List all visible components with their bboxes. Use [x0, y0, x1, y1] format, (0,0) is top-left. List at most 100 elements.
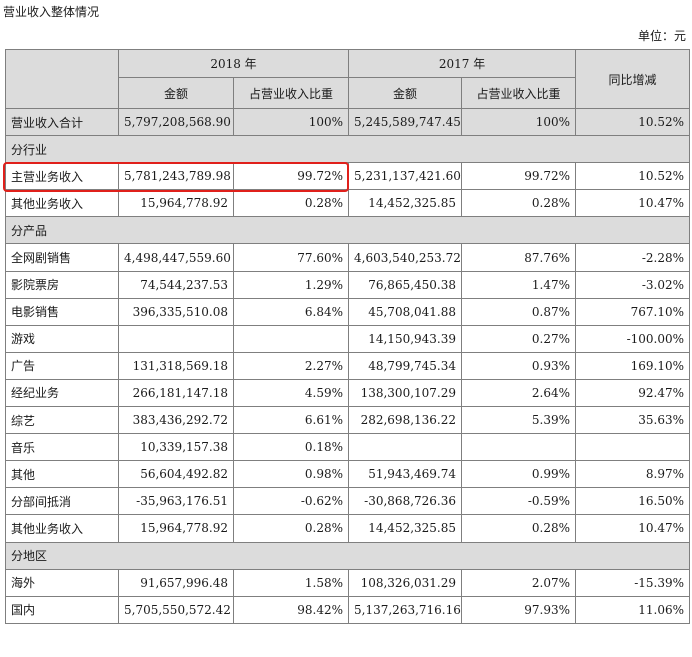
yoy-cell: 35.63%	[575, 406, 691, 435]
ratio-2017-cell	[461, 433, 577, 462]
ratio-2017-cell: 1.47%	[461, 270, 577, 299]
yoy-cell: 169.10%	[575, 351, 691, 380]
amount-2018-cell: 396,335,510.08	[118, 297, 234, 326]
table-row: 综艺 383,436,292.72 6.61% 282,698,136.22 5.39%…	[5, 406, 691, 435]
table-row: 广告 131,318,569.18 2.27% 48,799,745.34 0.93% 1…	[5, 351, 691, 380]
ratio-2017-cell: 2.07%	[461, 568, 577, 597]
amount-2018-cell: 4,498,447,559.60	[118, 243, 234, 272]
header-ratio-2018: 占营业收入比重	[232, 77, 350, 109]
row-label: 综艺	[5, 406, 119, 435]
amount-2017-cell: 76,865,450.38	[348, 270, 463, 299]
row-label: 影院票房	[5, 270, 119, 299]
yoy-cell: -100.00%	[575, 324, 691, 353]
amount-2017-cell: -30,868,726.36	[348, 487, 463, 516]
ratio-2018-cell: 77.60%	[232, 243, 350, 272]
amount-2017-cell	[348, 433, 463, 462]
ratio-2018-cell: 4.59%	[232, 378, 350, 408]
amount-2018-cell: 383,436,292.72	[118, 406, 234, 435]
amount-2017-cell: 5,231,137,421.60	[348, 162, 463, 191]
revenue-table: 2018 年 2017 年 同比增减 金额 占营业收入比重 金额 占营业收入比重…	[4, 49, 691, 624]
amount-2018-cell: -35,963,176.51	[118, 487, 234, 516]
section-label: 分行业	[4, 135, 691, 164]
row-label: 其他	[5, 460, 119, 489]
amount-2017-cell: 5,137,263,716.16	[348, 595, 463, 624]
amount-2017-cell: 4,603,540,253.72	[348, 243, 463, 272]
ratio-2017-cell: 99.72%	[461, 162, 577, 191]
row-label: 经纪业务	[5, 378, 119, 408]
yoy-cell: 767.10%	[575, 297, 691, 326]
row-label: 其他业务收入	[5, 514, 119, 543]
ratio-2017-cell: 0.99%	[461, 460, 577, 489]
header-year-2018: 2018 年	[117, 49, 350, 78]
yoy-cell: 10.47%	[575, 514, 691, 543]
yoy-cell	[575, 433, 691, 462]
yoy-cell: 11.06%	[575, 595, 691, 624]
row-label: 营业收入合计	[5, 107, 119, 137]
table-row: 电影销售 396,335,510.08 6.84% 45,708,041.88 0.87…	[5, 297, 691, 326]
row-label: 广告	[5, 351, 119, 380]
header-year-2017: 2017 年	[348, 49, 577, 78]
total-row: 营业收入合计 5,797,208,568.90 100% 5,245,589,747.…	[5, 107, 691, 137]
amount-2018-cell: 10,339,157.38	[118, 433, 234, 462]
table-row: 国内 5,705,550,572.42 98.42% 5,137,263,716.16…	[5, 595, 691, 624]
yoy-cell: 92.47%	[575, 378, 691, 408]
table-row: 经纪业务 266,181,147.18 4.59% 138,300,107.29 2.6…	[5, 378, 691, 408]
table-row: 影院票房 74,544,237.53 1.29% 76,865,450.38 1.47%…	[5, 270, 691, 299]
amount-2018-cell: 91,657,996.48	[118, 568, 234, 597]
ratio-2018-cell: 98.42%	[232, 595, 350, 624]
yoy-cell: 8.97%	[575, 460, 691, 489]
ratio-2017-cell: 0.93%	[461, 351, 577, 380]
amount-2017-cell: 138,300,107.29	[348, 378, 463, 408]
table-row: 游戏 14,150,943.39 0.27% -100.00%	[5, 324, 691, 353]
row-label: 游戏	[5, 324, 119, 353]
row-label: 其他业务收入	[5, 189, 119, 218]
ratio-2018-cell: 0.28%	[232, 189, 350, 218]
amount-2017-cell: 5,245,589,747.45	[348, 107, 463, 137]
table-row: 全网剧销售 4,498,447,559.60 77.60% 4,603,540,253…	[5, 243, 691, 272]
ratio-2018-cell: 100%	[232, 107, 350, 137]
amount-2018-cell: 56,604,492.82	[118, 460, 234, 489]
yoy-cell: 16.50%	[575, 487, 691, 516]
ratio-2018-cell: 6.84%	[232, 297, 350, 326]
ratio-2017-cell: 87.76%	[461, 243, 577, 272]
ratio-2017-cell: 0.87%	[461, 297, 577, 326]
section-row: 分行业	[4, 135, 691, 164]
header-amount-2018: 金额	[118, 77, 234, 109]
row-label: 分部间抵消	[5, 487, 119, 516]
yoy-cell: 10.52%	[575, 162, 691, 191]
yoy-cell: 10.47%	[575, 189, 691, 218]
row-label: 全网剧销售	[5, 243, 119, 272]
ratio-2017-cell: 100%	[461, 107, 577, 137]
row-label: 海外	[5, 568, 119, 597]
table-row: 其他业务收入 15,964,778.92 0.28% 14,452,325.85 0.2…	[5, 189, 691, 218]
table-row: 主营业务收入 5,781,243,789.98 99.72% 5,231,137,42…	[5, 162, 691, 191]
ratio-2018-cell: 6.61%	[232, 406, 350, 435]
amount-2017-cell: 45,708,041.88	[348, 297, 463, 326]
amount-2018-cell: 5,705,550,572.42	[118, 595, 234, 624]
ratio-2017-cell: 0.27%	[461, 324, 577, 353]
ratio-2018-cell: 0.28%	[232, 514, 350, 543]
amount-2018-cell: 15,964,778.92	[118, 514, 234, 543]
amount-2018-cell: 15,964,778.92	[118, 189, 234, 218]
ratio-2018-cell: 99.72%	[232, 162, 350, 191]
header-amount-2017: 金额	[348, 77, 463, 109]
section-label: 分地区	[4, 541, 691, 570]
yoy-cell: -15.39%	[575, 568, 691, 597]
row-label: 电影销售	[5, 297, 119, 326]
yoy-cell: -3.02%	[575, 270, 691, 299]
page-title: 营业收入整体情况	[3, 5, 100, 19]
ratio-2017-cell: 5.39%	[461, 406, 577, 435]
ratio-2018-cell: -0.62%	[232, 487, 350, 516]
ratio-2018-cell: 0.18%	[232, 433, 350, 462]
ratio-2018-cell: 1.29%	[232, 270, 350, 299]
ratio-2018-cell: 2.27%	[232, 351, 350, 380]
row-label: 音乐	[5, 433, 119, 462]
ratio-2018-cell: 0.98%	[232, 460, 350, 489]
amount-2018-cell: 5,797,208,568.90	[118, 107, 234, 137]
header-ratio-2017: 占营业收入比重	[461, 77, 577, 109]
ratio-2017-cell: 2.64%	[461, 378, 577, 408]
table-row: 分部间抵消 -35,963,176.51 -0.62% -30,868,726.36-…	[5, 487, 691, 516]
yoy-cell: 10.52%	[575, 107, 691, 137]
amount-2017-cell: 14,452,325.85	[348, 514, 463, 543]
header-yoy: 同比增减	[575, 49, 691, 109]
